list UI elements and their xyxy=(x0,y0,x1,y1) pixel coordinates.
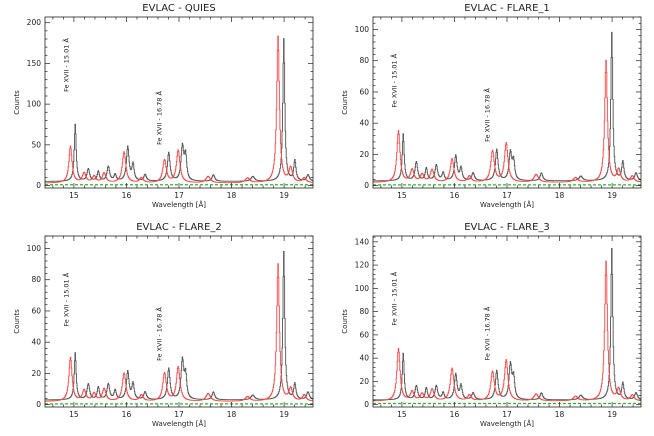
y-axis-label: Counts xyxy=(341,90,349,115)
y-tick-label: 60 xyxy=(359,330,369,339)
x-tick-label: 16 xyxy=(450,191,460,200)
x-axis-label: Wavelength [Å] xyxy=(480,419,534,428)
x-tick-label: 16 xyxy=(450,410,460,419)
line-annotation: Fe XVII - 16.78 Å xyxy=(483,306,492,360)
y-tick-label: 40 xyxy=(31,338,41,347)
series-line-1 xyxy=(373,248,641,401)
plot-frame xyxy=(44,16,314,189)
y-tick-label: 0 xyxy=(36,400,41,409)
panel-title: EVLAC - FLARE_1 xyxy=(464,3,550,14)
series-line-2 xyxy=(373,59,641,183)
plot-frame xyxy=(44,235,314,408)
y-axis-label: Counts xyxy=(341,309,349,334)
spectrum-panel-4: EVLAC - FLARE_3 15 16 17 18 19 0 20 40 60 80 100 120… xyxy=(341,222,642,428)
line-annotation: Fe XVII - 15.01 Å xyxy=(62,272,71,326)
x-tick-label: 16 xyxy=(122,410,132,419)
x-axis-label: Wavelength [Å] xyxy=(152,419,206,428)
x-tick-label: 18 xyxy=(227,191,237,200)
x-tick-label: 15 xyxy=(397,410,407,419)
y-tick-label: 40 xyxy=(359,119,369,128)
series-line-1 xyxy=(373,31,641,182)
y-tick-label: 100 xyxy=(355,25,370,34)
y-tick-label: 100 xyxy=(355,284,370,293)
spectrum-panel-3: EVLAC - FLARE_2 15 16 17 18 19 0 20 40 60 80 100 Wav… xyxy=(13,222,314,428)
spectrum-panel-2: EVLAC - FLARE_1 15 16 17 18 19 0 20 40 60 80 100 Wav… xyxy=(341,3,642,209)
x-tick-label: 18 xyxy=(555,191,565,200)
panel-title: EVLAC - FLARE_3 xyxy=(464,222,550,233)
series-line-2 xyxy=(45,35,313,184)
line-annotation: Fe XVII - 16.78 Å xyxy=(155,91,164,145)
line-annotation: Fe XVII - 16.78 Å xyxy=(155,307,164,361)
y-axis-label: Counts xyxy=(13,90,21,115)
plot-frame xyxy=(372,235,642,408)
x-tick-label: 19 xyxy=(279,191,289,200)
y-tick-label: 40 xyxy=(359,354,369,363)
y-tick-label: 100 xyxy=(27,244,42,253)
y-tick-label: 20 xyxy=(31,369,41,378)
x-tick-label: 17 xyxy=(174,191,184,200)
y-tick-label: 50 xyxy=(31,140,41,149)
line-annotation: Fe XVII - 16.78 Å xyxy=(483,88,492,142)
x-axis-label: Wavelength [Å] xyxy=(152,200,206,209)
y-tick-label: 60 xyxy=(31,306,41,315)
line-annotation: Fe XVII - 15.01 Å xyxy=(62,38,71,92)
x-tick-label: 18 xyxy=(555,410,565,419)
y-tick-label: 0 xyxy=(364,400,369,409)
x-tick-label: 15 xyxy=(69,191,79,200)
line-annotation: Fe XVII - 15.01 Å xyxy=(390,53,399,107)
y-tick-label: 20 xyxy=(359,150,369,159)
x-tick-label: 19 xyxy=(607,410,617,419)
line-annotation: Fe XVII - 15.01 Å xyxy=(390,271,399,325)
x-tick-label: 18 xyxy=(227,410,237,419)
x-axis-label: Wavelength [Å] xyxy=(480,200,534,209)
y-tick-label: 200 xyxy=(27,18,42,27)
series-line-1 xyxy=(45,38,313,182)
x-tick-label: 17 xyxy=(502,410,512,419)
x-tick-label: 17 xyxy=(174,410,184,419)
spectrum-panel-1: EVLAC - QUIES 15 16 17 18 19 0 50 100 150 200 Wavel… xyxy=(13,3,314,209)
y-tick-label: 120 xyxy=(355,261,370,270)
series-line-2 xyxy=(373,260,641,402)
y-tick-label: 20 xyxy=(359,377,369,386)
y-tick-label: 150 xyxy=(27,59,42,68)
panel-title: EVLAC - QUIES xyxy=(142,3,215,14)
y-tick-label: 100 xyxy=(27,100,42,109)
y-tick-label: 140 xyxy=(355,237,370,246)
y-tick-label: 60 xyxy=(359,87,369,96)
y-tick-label: 80 xyxy=(31,275,41,284)
x-tick-label: 15 xyxy=(69,410,79,419)
plot-frame xyxy=(372,16,642,189)
y-tick-label: 80 xyxy=(359,56,369,65)
y-tick-label: 80 xyxy=(359,307,369,316)
series-line-2 xyxy=(45,263,313,402)
x-tick-label: 17 xyxy=(502,191,512,200)
series-line-1 xyxy=(45,250,313,401)
y-tick-label: 0 xyxy=(36,181,41,190)
y-axis-label: Counts xyxy=(13,309,21,334)
x-tick-label: 16 xyxy=(122,191,132,200)
y-tick-label: 0 xyxy=(364,181,369,190)
x-tick-label: 19 xyxy=(279,410,289,419)
panel-title: EVLAC - FLARE_2 xyxy=(136,222,222,233)
x-tick-label: 15 xyxy=(397,191,407,200)
x-tick-label: 19 xyxy=(607,191,617,200)
